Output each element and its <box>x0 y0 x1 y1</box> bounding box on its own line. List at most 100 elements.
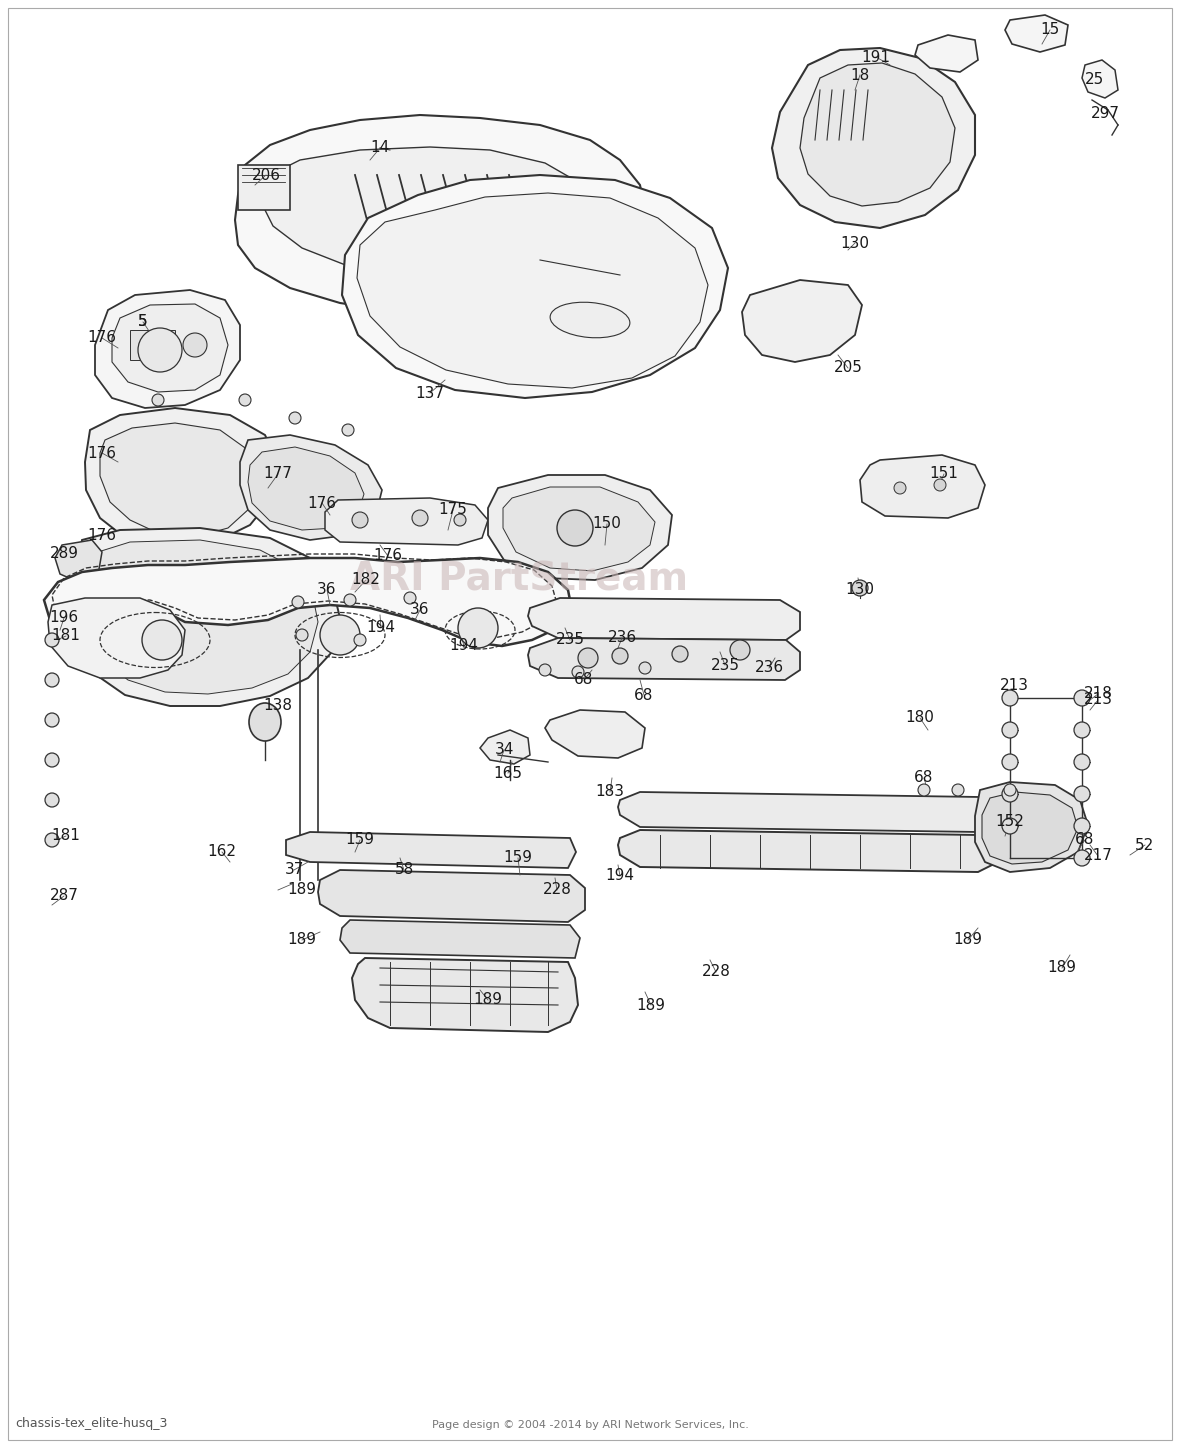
Ellipse shape <box>550 303 630 337</box>
Circle shape <box>612 649 628 665</box>
Text: 25: 25 <box>1086 72 1104 87</box>
Text: 5: 5 <box>138 314 148 330</box>
Circle shape <box>296 628 308 641</box>
Text: 213: 213 <box>1083 692 1113 708</box>
Circle shape <box>412 510 428 526</box>
Polygon shape <box>340 919 581 959</box>
Text: 218: 218 <box>1083 686 1113 701</box>
Circle shape <box>354 634 366 646</box>
Text: 189: 189 <box>288 933 316 947</box>
Text: 68: 68 <box>575 672 594 688</box>
Text: 130: 130 <box>840 236 870 251</box>
Circle shape <box>952 783 964 796</box>
Text: 68: 68 <box>635 688 654 702</box>
Polygon shape <box>527 598 800 640</box>
Circle shape <box>240 394 251 405</box>
Circle shape <box>572 666 584 678</box>
Polygon shape <box>982 792 1079 864</box>
FancyBboxPatch shape <box>130 330 175 361</box>
Polygon shape <box>286 833 576 867</box>
Circle shape <box>138 329 182 372</box>
Circle shape <box>352 513 368 529</box>
Polygon shape <box>248 447 363 530</box>
Text: 130: 130 <box>846 582 874 598</box>
Polygon shape <box>55 540 101 582</box>
Circle shape <box>671 646 688 662</box>
Polygon shape <box>489 475 671 581</box>
Text: 181: 181 <box>52 828 80 844</box>
Circle shape <box>1074 691 1090 707</box>
Ellipse shape <box>249 702 281 741</box>
Text: 189: 189 <box>288 882 316 898</box>
Text: 176: 176 <box>308 495 336 511</box>
Text: 165: 165 <box>493 766 523 780</box>
Polygon shape <box>342 175 728 398</box>
Text: 34: 34 <box>494 743 513 757</box>
Circle shape <box>1002 818 1018 834</box>
Circle shape <box>183 333 206 358</box>
Circle shape <box>291 597 304 608</box>
Polygon shape <box>84 540 317 694</box>
Polygon shape <box>235 114 645 316</box>
Text: chassis-tex_elite-husq_3: chassis-tex_elite-husq_3 <box>15 1418 168 1431</box>
Text: 205: 205 <box>833 361 863 375</box>
Circle shape <box>1002 691 1018 707</box>
Polygon shape <box>352 959 578 1032</box>
Text: 68: 68 <box>1075 833 1095 847</box>
Polygon shape <box>1005 14 1068 52</box>
Polygon shape <box>742 279 863 362</box>
Circle shape <box>918 783 930 796</box>
Circle shape <box>404 592 417 604</box>
Text: 194: 194 <box>450 639 479 653</box>
Circle shape <box>45 633 59 647</box>
Text: 5: 5 <box>138 314 148 330</box>
Polygon shape <box>503 487 655 571</box>
Polygon shape <box>914 35 978 72</box>
Polygon shape <box>317 870 585 922</box>
Text: 217: 217 <box>1083 849 1113 863</box>
Circle shape <box>578 649 598 668</box>
Circle shape <box>458 608 498 649</box>
Circle shape <box>1074 786 1090 802</box>
Polygon shape <box>262 148 592 279</box>
Circle shape <box>852 581 868 597</box>
Text: 176: 176 <box>87 330 117 346</box>
Circle shape <box>45 712 59 727</box>
Text: 36: 36 <box>317 582 336 598</box>
Text: 175: 175 <box>439 502 467 517</box>
Text: 152: 152 <box>996 814 1024 830</box>
Circle shape <box>152 394 164 405</box>
Circle shape <box>1002 786 1018 802</box>
Text: 236: 236 <box>754 660 784 676</box>
Text: 14: 14 <box>371 140 389 155</box>
Text: 228: 228 <box>702 964 730 979</box>
Polygon shape <box>618 830 995 872</box>
Text: 235: 235 <box>556 633 584 647</box>
Circle shape <box>345 594 356 607</box>
Polygon shape <box>545 710 645 757</box>
Text: 287: 287 <box>50 889 78 904</box>
Circle shape <box>289 413 301 424</box>
Text: 37: 37 <box>284 863 303 877</box>
Circle shape <box>142 620 182 660</box>
Circle shape <box>454 514 466 526</box>
Text: 18: 18 <box>851 68 870 83</box>
Text: 162: 162 <box>208 844 236 860</box>
Text: ARI PartStream: ARI PartStream <box>350 560 688 598</box>
Text: 289: 289 <box>50 546 79 562</box>
Polygon shape <box>860 455 985 518</box>
Polygon shape <box>975 782 1088 872</box>
Text: 236: 236 <box>608 630 636 646</box>
Text: 182: 182 <box>352 572 380 588</box>
Polygon shape <box>112 304 228 392</box>
Polygon shape <box>800 64 955 206</box>
Circle shape <box>1074 818 1090 834</box>
Polygon shape <box>85 408 278 547</box>
Text: 194: 194 <box>605 869 635 883</box>
Text: 228: 228 <box>543 882 571 898</box>
Text: 181: 181 <box>52 628 80 643</box>
Circle shape <box>342 424 354 436</box>
Text: 297: 297 <box>1090 107 1120 122</box>
Text: 189: 189 <box>1048 960 1076 976</box>
Circle shape <box>1004 783 1016 796</box>
